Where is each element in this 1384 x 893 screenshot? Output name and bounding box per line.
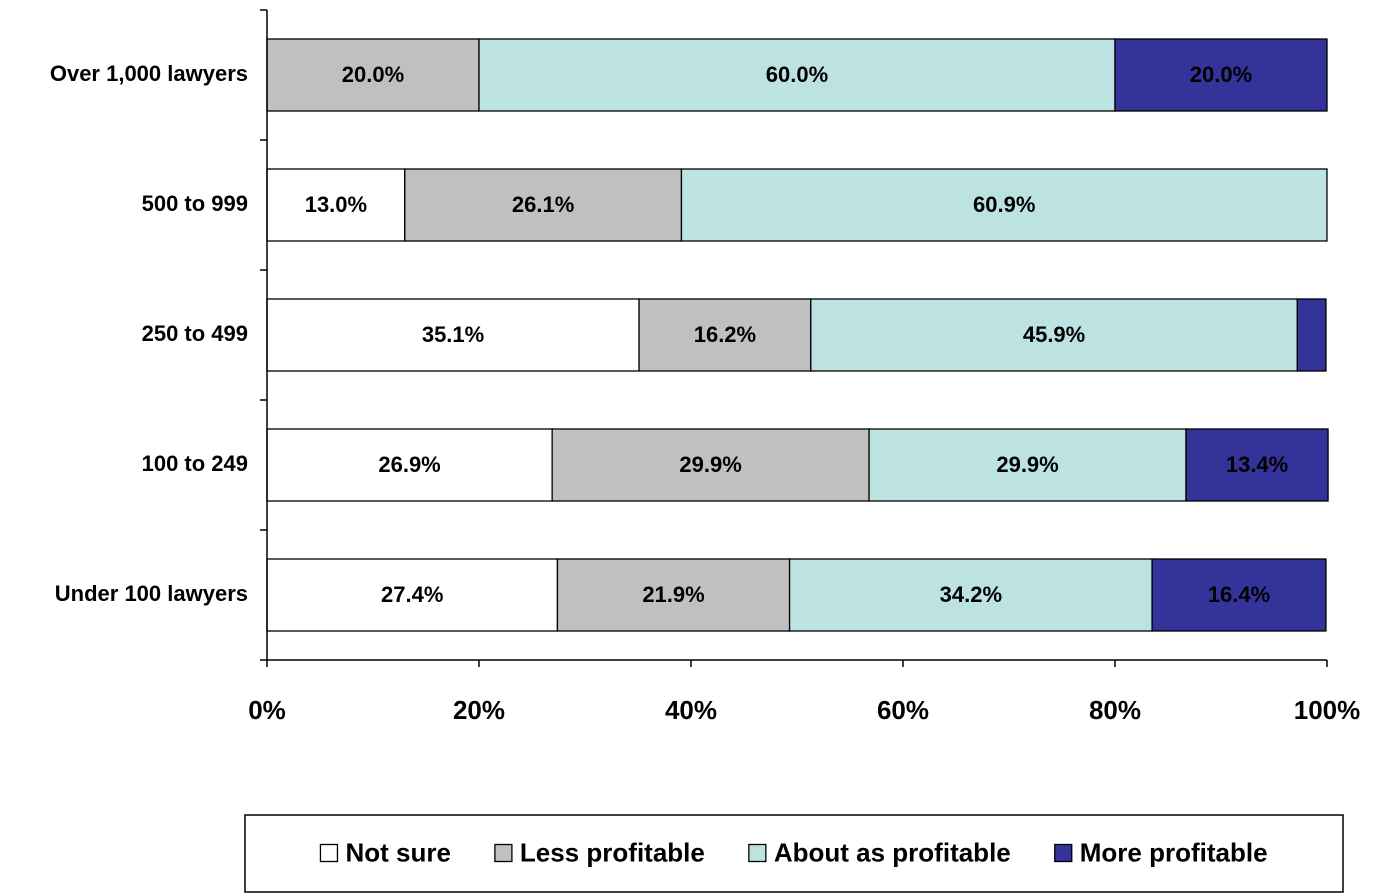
data-label: 29.9%	[996, 452, 1058, 477]
legend-swatch	[494, 843, 513, 863]
data-label: 27.4%	[381, 582, 443, 607]
x-tick-label: 20%	[453, 695, 505, 725]
bar-segment	[810, 298, 1298, 372]
bar-segment	[266, 298, 640, 372]
y-tick-label: 250 to 499	[142, 321, 248, 346]
data-label: 13.0%	[305, 192, 367, 217]
bar-segment	[266, 38, 480, 112]
x-tick-label: 0%	[248, 695, 286, 725]
data-label: 60.0%	[766, 62, 828, 87]
x-tick-label: 60%	[877, 695, 929, 725]
legend-swatch	[748, 843, 767, 863]
bar-segment	[868, 428, 1187, 502]
bar-segment	[404, 168, 683, 242]
legend-label: Less profitable	[520, 837, 705, 867]
bar-segment	[266, 168, 406, 242]
legend: Not sure Less profitable About as profitab…	[319, 837, 1268, 867]
bar-segment	[1114, 38, 1328, 112]
legend-swatch	[1054, 843, 1073, 863]
data-label: 29.9%	[679, 452, 741, 477]
legend-label: More profitable	[1080, 837, 1268, 867]
data-label: 16.2%	[694, 322, 756, 347]
data-label: 16.4%	[1208, 582, 1270, 607]
bar-segment	[788, 558, 1153, 632]
data-label: 26.1%	[512, 192, 574, 217]
data-label: 26.9%	[378, 452, 440, 477]
legend-label: Not sure	[345, 837, 450, 867]
bar-segment	[478, 38, 1116, 112]
bar-segment	[638, 298, 812, 372]
data-label: 13.4%	[1226, 452, 1288, 477]
data-label: 20.0%	[342, 62, 404, 87]
bar-segment	[1296, 298, 1327, 372]
data-label: 35.1%	[422, 322, 484, 347]
legend-label: About as profitable	[774, 837, 1011, 867]
legend-swatch	[319, 843, 339, 863]
data-label: 21.9%	[642, 582, 704, 607]
y-tick-label: 100 to 249	[142, 451, 248, 476]
data-label: 20.0%	[1190, 62, 1252, 87]
bar-segment	[680, 168, 1328, 242]
legend-box	[244, 814, 1344, 893]
x-tick-label: 100%	[1294, 695, 1361, 725]
data-label: 60.9%	[973, 192, 1035, 217]
data-label: 34.2%	[940, 582, 1002, 607]
y-tick-label: Under 100 lawyers	[55, 581, 248, 606]
bar-segment	[1185, 428, 1329, 502]
y-tick-label: Over 1,000 lawyers	[50, 61, 248, 86]
bar-segment	[266, 428, 553, 502]
bar-segment	[266, 558, 559, 632]
y-tick-label: 500 to 999	[142, 191, 248, 216]
x-tick-label: 40%	[665, 695, 717, 725]
bar-segment	[1151, 558, 1327, 632]
x-tick-label: 80%	[1089, 695, 1141, 725]
data-label: 45.9%	[1023, 322, 1085, 347]
